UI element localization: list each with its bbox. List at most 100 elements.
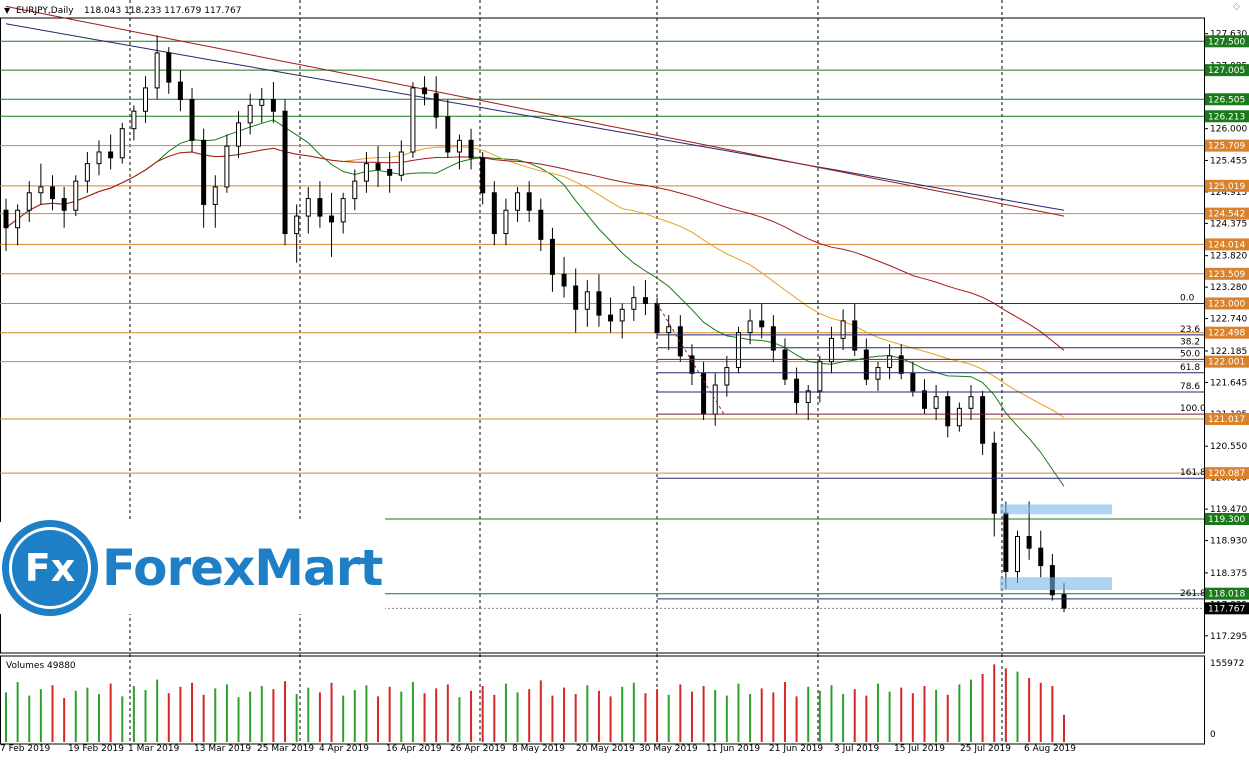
current-price-label: 117.767 — [1208, 604, 1245, 614]
candle-body — [887, 355, 893, 369]
candle-body — [503, 209, 509, 235]
scroll-indicator-icon[interactable]: ◇ — [1233, 2, 1240, 12]
candle-body — [1014, 535, 1020, 572]
candle-body — [433, 93, 439, 118]
fib-level-label: 38.2 — [1180, 338, 1200, 348]
candle-body — [422, 87, 428, 95]
price-tag-label: 123.000 — [1208, 299, 1245, 309]
candle-body — [794, 378, 800, 403]
candle-body — [131, 110, 137, 130]
volume-frame — [0, 655, 1205, 745]
date-label: 3 Jul 2019 — [834, 744, 879, 754]
price-tick-label: 126.000 — [1210, 125, 1247, 135]
candle-body — [387, 168, 393, 176]
candle-body — [1003, 512, 1009, 572]
price-tag-label: 123.509 — [1208, 270, 1245, 280]
candle-body — [50, 186, 56, 200]
candle-body — [38, 186, 44, 194]
candle-body — [515, 192, 521, 211]
candle-body — [154, 52, 160, 89]
forexmart-logo: Fx ForexMart — [0, 520, 385, 616]
candle-body — [724, 367, 730, 386]
candle-body — [352, 180, 358, 200]
candle-body — [189, 99, 195, 141]
fib-level-label: 100.0 — [1180, 404, 1206, 414]
candle-body — [933, 396, 939, 409]
price-tag-label: 122.001 — [1208, 358, 1245, 368]
date-label: 11 Jun 2019 — [706, 744, 760, 754]
candle-body — [3, 209, 9, 229]
price-tag — [1205, 179, 1249, 192]
candle-body — [480, 157, 486, 194]
candle-body — [549, 238, 555, 275]
fib-level-label: 0.0 — [1180, 293, 1195, 303]
candle-body — [712, 384, 718, 415]
price-tag — [1205, 207, 1249, 220]
candle-body — [654, 302, 660, 334]
candle-body — [363, 163, 369, 182]
date-label: 21 Jun 2019 — [769, 744, 823, 754]
candle-body — [445, 116, 451, 153]
price-tag — [1205, 139, 1249, 152]
candle-body — [584, 291, 590, 310]
candle-body — [875, 367, 881, 380]
date-label: 26 Apr 2019 — [450, 744, 506, 754]
price-tick-label: 120.550 — [1210, 442, 1247, 452]
brand-name: ForexMart — [102, 539, 383, 597]
candle-body — [259, 99, 265, 106]
price-tick-label: 127.630 — [1210, 30, 1247, 40]
highlight-zone — [1000, 577, 1112, 591]
volume-layer — [5, 664, 1065, 742]
price-tag — [1205, 267, 1249, 280]
candle-body — [968, 396, 974, 409]
price-tag-label: 127.500 — [1208, 37, 1245, 47]
price-tick-label: 118.930 — [1210, 537, 1247, 547]
fx-badge-text: Fx — [24, 546, 76, 590]
price-tag — [1205, 412, 1249, 425]
candle-body — [759, 320, 765, 328]
candle-body — [108, 151, 114, 159]
candle-body — [375, 163, 381, 170]
fib-level-label: 61.8 — [1180, 363, 1200, 373]
candle-body — [561, 273, 567, 287]
price-tick-label: 124.375 — [1210, 219, 1247, 229]
candle-body — [340, 198, 346, 223]
candle-body — [526, 192, 532, 211]
plot-frame — [0, 17, 1205, 654]
candle-body — [805, 390, 811, 403]
price-tag-label: 124.014 — [1208, 240, 1245, 250]
price-tick-label: 123.820 — [1210, 252, 1247, 262]
candle-body — [177, 81, 183, 101]
candle-body — [96, 151, 102, 165]
date-label: 1 Mar 2019 — [128, 744, 180, 754]
candle-body — [212, 186, 218, 205]
candle-body — [270, 99, 276, 112]
candle-body — [689, 355, 695, 374]
price-tick-label: 119.470 — [1210, 505, 1247, 515]
date-label: 13 Mar 2019 — [194, 744, 251, 754]
candle-body — [945, 396, 951, 427]
date-label: 7 Feb 2019 — [0, 744, 51, 754]
candle-body — [921, 390, 927, 409]
price-tag-label: 124.542 — [1208, 210, 1245, 220]
fx-badge-icon: Fx — [2, 520, 98, 616]
candle-body — [119, 128, 125, 159]
price-tick-label: 117.295 — [1210, 632, 1247, 642]
volume-axis-bottom: 0 — [1210, 730, 1216, 740]
candle-body — [980, 396, 986, 444]
price-tick-label: 125.455 — [1210, 156, 1247, 166]
date-label: 25 Mar 2019 — [257, 744, 314, 754]
price-tick-label: 121.645 — [1210, 378, 1247, 388]
candle-body — [26, 192, 32, 211]
price-tag — [1205, 355, 1249, 368]
header-arrow-icon[interactable]: ▼ — [4, 6, 11, 15]
price-tick-label: 123.280 — [1210, 283, 1247, 293]
price-tick-label: 118.375 — [1210, 569, 1247, 579]
candle-body — [863, 349, 869, 380]
price-tag — [1205, 513, 1249, 526]
date-label: 25 Jul 2019 — [960, 744, 1011, 754]
candle-body — [166, 52, 172, 83]
date-label: 8 May 2019 — [512, 744, 565, 754]
volume-label: Volumes 49880 — [6, 661, 76, 671]
